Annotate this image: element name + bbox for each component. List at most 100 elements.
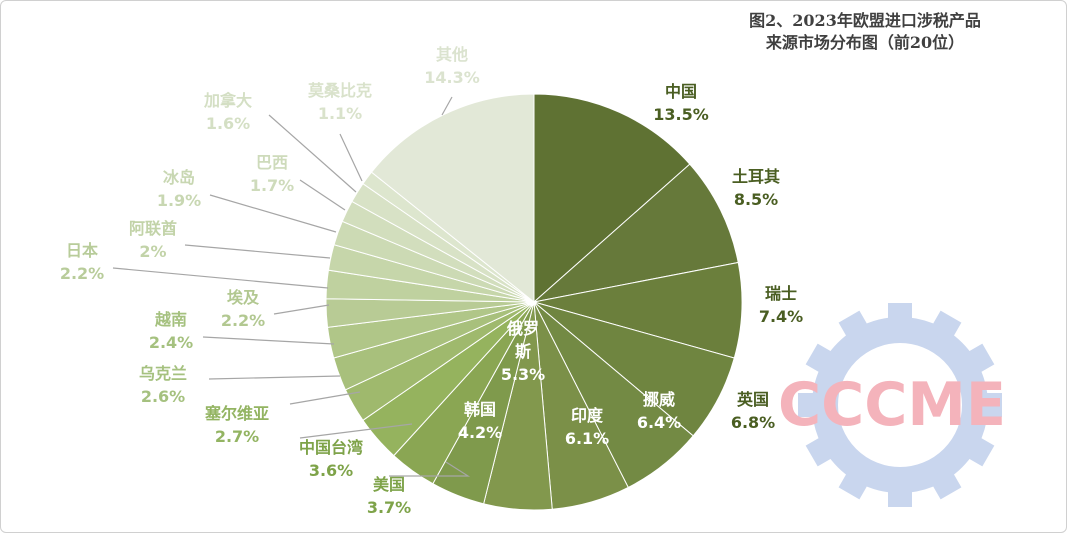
leader-line [112,267,329,289]
slice-label: 阿联酋 2% [129,219,177,261]
slice-name: 巴西 [256,153,288,172]
slice-label: 日本 2.2% [60,241,104,283]
slice-name: 塞尔维亚 [205,404,269,423]
slice-name: 挪威 [643,390,675,409]
leader-line [273,304,330,315]
watermark-gear-tooth [888,483,912,507]
chart-title-line-2: 来源市场分布图（前20位） [765,33,965,52]
slice-label: 美国 3.7% [367,475,411,517]
slice-label: 冰岛 1.9% [157,168,201,210]
slice-label: 挪威 6.4% [637,390,681,432]
leader-line [299,179,346,211]
pie-slices [325,93,743,511]
slice-value-label: 1.1% [318,104,362,123]
pie-slice [533,261,743,359]
watermark-gear-tooth [838,466,872,500]
slice-name: 乌克兰 [139,364,187,383]
slice-name: 日本 [66,241,98,260]
watermark-text: CCCME [778,370,1006,440]
slice-value-label: 4.2% [458,423,502,442]
slice-name: 其他 [436,45,468,64]
slice-label: 越南 2.4% [149,310,193,352]
slice-label: 中国 13.5% [653,82,709,124]
slice-value-label: 2% [139,242,166,261]
chart-title-line-1: 图2、2023年欧盟进口涉税产品 [749,11,981,30]
slice-name: 中国台湾 [299,438,363,457]
slice-value-label: 6.4% [637,413,681,432]
pie-slice [533,93,691,304]
slice-value-label: 2.6% [141,387,185,406]
slice-value-label: 1.9% [157,191,201,210]
watermark-gear-tooth [798,393,822,417]
leader-lines [112,96,471,477]
leader-line [209,194,337,233]
leader-line [184,244,331,259]
watermark-gear-tooth [961,343,995,377]
chart-title: 图2、2023年欧盟进口涉税产品 来源市场分布图（前20位） [700,10,1030,54]
slice-name: 越南 [154,310,187,329]
slice-value-label: 2.2% [60,264,104,283]
leader-line [339,133,363,182]
watermark-gear-tooth [805,433,839,467]
pie-labels: 中国 13.5% 土耳其 8.5% 瑞士 7.4% 英国 6.8% 挪威 6.4% 印度 6.1% 俄罗… [60,45,803,517]
leader-line [441,96,453,116]
slice-value-label: 1.7% [250,176,294,195]
watermark: CCCME [778,303,1006,507]
slice-value-label: 6.1% [565,429,609,448]
slice-value-label: 1.6% [206,114,250,133]
slice-name: 俄罗 [506,319,539,338]
watermark-gear-tooth [961,433,995,467]
slice-label: 英国 6.8% [731,390,775,432]
slice-label: 巴西 1.7% [250,153,294,195]
slice-name: 中国 [665,82,697,101]
watermark-gear-tooth [805,343,839,377]
leader-line [208,375,341,380]
pie-slice [532,163,739,303]
leader-line [299,423,413,439]
slice-name: 莫桑比克 [307,81,372,100]
slice-name: 韩国 [464,400,496,419]
pie-slice [370,93,535,304]
slice-label: 乌克兰 2.6% [139,364,187,406]
watermark-gear-tooth [978,393,1002,417]
slice-name: 加拿大 [203,91,252,110]
slice-label: 其他 14.3% [424,45,480,87]
slice-value-label: 3.7% [367,498,411,517]
leader-line [268,114,357,193]
slice-value-label: 2.7% [215,427,259,446]
slice-label: 印度 6.1% [565,406,609,448]
slice-label: 莫桑比克 1.1% [307,81,372,123]
slice-label: 埃及 2.2% [221,288,265,330]
watermark-gear-ring [812,317,988,493]
slice-name: 埃及 [227,288,260,307]
slice-label: 俄罗斯 5.3% [501,319,545,384]
watermark-gear-tooth [838,310,872,344]
watermark-gear-tooth [928,310,962,344]
leader-line [202,336,335,345]
slice-value-label: 3.6% [309,461,353,480]
slice-label: 塞尔维亚 2.7% [205,404,269,446]
slice-value-label: 2.2% [221,311,265,330]
slice-name: 瑞士 [765,284,797,303]
watermark-gear-tooth [888,303,912,327]
slice-value-label: 6.8% [731,413,775,432]
slice-value-label: 13.5% [653,105,709,124]
slice-value-label: 5.3% [501,365,545,384]
slice-name: 土耳其 [732,167,780,186]
slice-label: 中国台湾 3.6% [299,438,363,480]
slice-value-label: 2.4% [149,333,193,352]
leader-line [289,391,361,405]
slice-label: 加拿大 1.6% [203,91,252,133]
slice-label: 瑞士 7.4% [759,284,803,326]
slice-name: 印度 [571,406,604,425]
slice-value-label: 14.3% [424,68,480,87]
leader-line [389,461,471,477]
slice-name: 斯 [515,342,531,361]
slice-value-label: 8.5% [734,190,778,209]
slice-label: 土耳其 8.5% [732,167,780,209]
slice-value-label: 7.4% [759,307,803,326]
slice-label: 韩国 4.2% [458,400,502,442]
slice-name: 美国 [373,475,405,494]
